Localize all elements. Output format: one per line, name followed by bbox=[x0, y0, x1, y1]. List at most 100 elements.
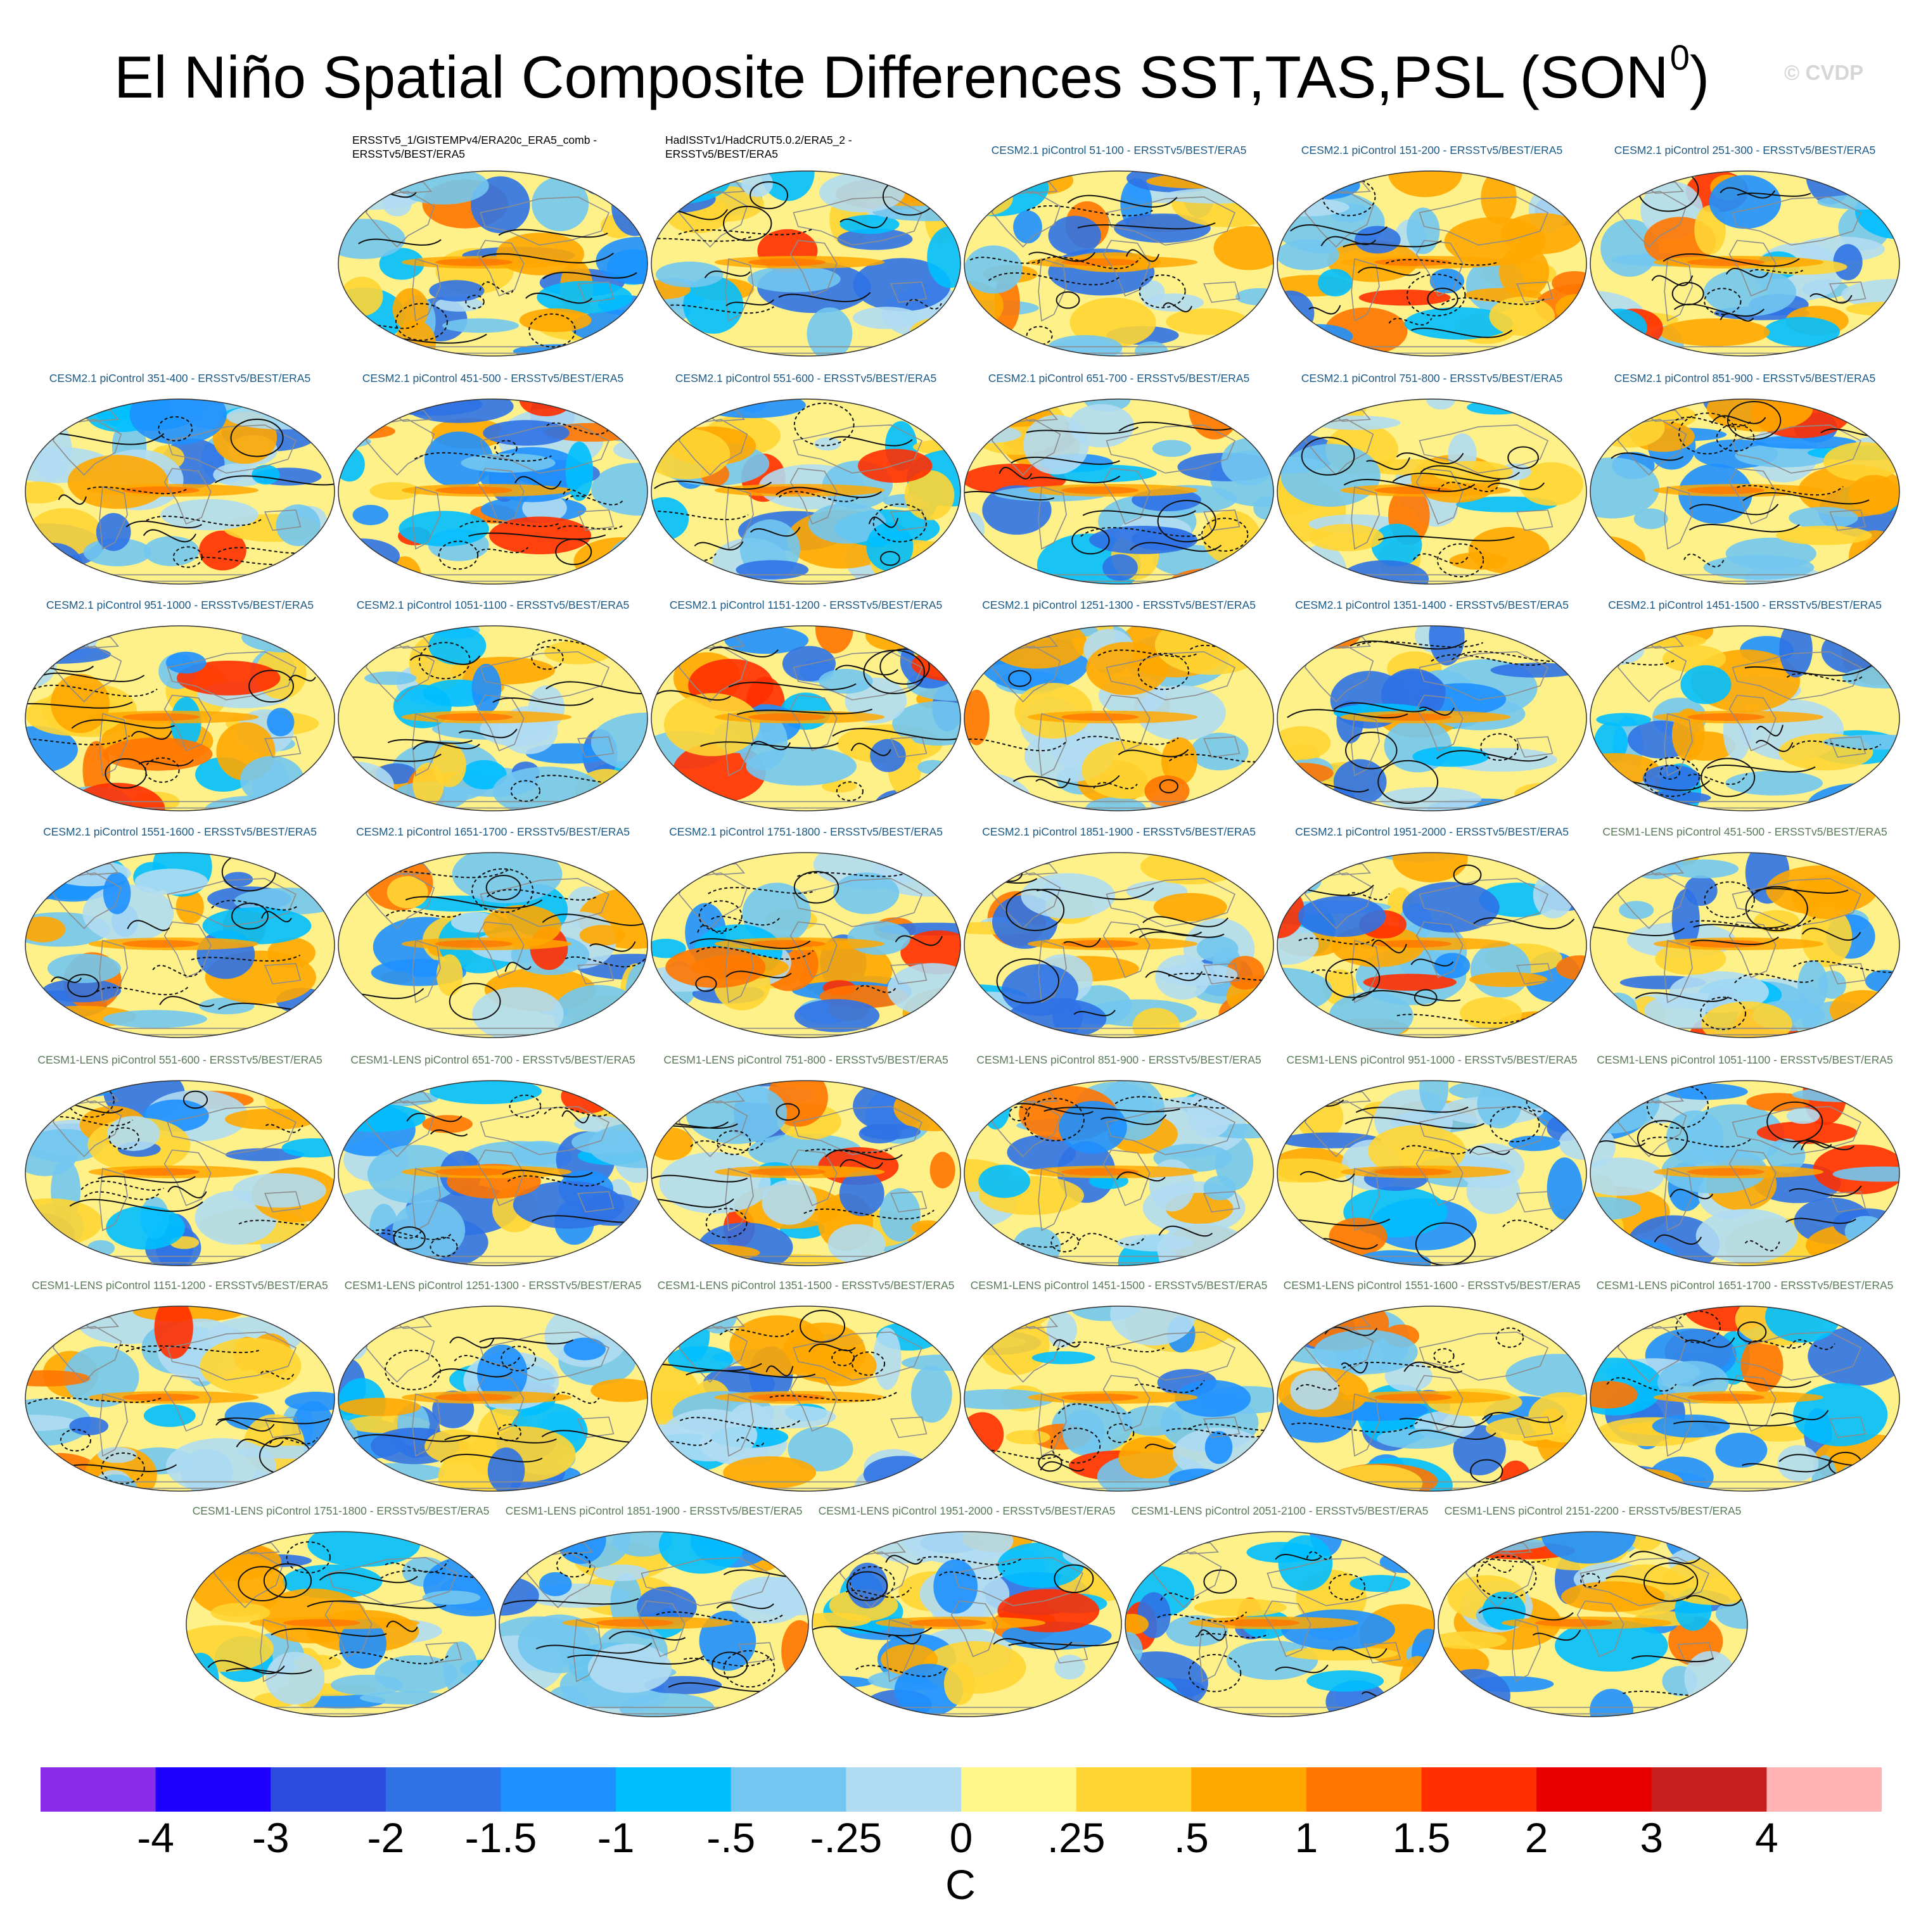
robinson-map bbox=[1277, 1080, 1587, 1266]
psl-contour bbox=[1332, 1646, 1388, 1658]
psl-contour bbox=[769, 1390, 900, 1402]
psl-contour bbox=[514, 476, 562, 490]
robinson-map bbox=[1590, 625, 1900, 811]
coastline bbox=[890, 963, 928, 985]
colorbar-swatch bbox=[155, 1767, 271, 1812]
psl-contour bbox=[905, 298, 942, 310]
anomaly-patch bbox=[1590, 308, 1647, 347]
anomaly-patch bbox=[1470, 942, 1531, 998]
anomaly-patch bbox=[392, 1200, 466, 1260]
anomaly-patch bbox=[746, 747, 857, 786]
coastline bbox=[1106, 878, 1236, 927]
coastline bbox=[890, 1191, 928, 1213]
anomaly-patch bbox=[651, 629, 687, 659]
coastline bbox=[1304, 191, 1374, 248]
anomaly-patch bbox=[106, 1205, 186, 1250]
psl-contour bbox=[1168, 972, 1273, 981]
anomaly-patch bbox=[1388, 171, 1462, 198]
psl-contour bbox=[1011, 457, 1120, 465]
map-border bbox=[338, 625, 648, 811]
anomaly-patch bbox=[685, 795, 712, 811]
robinson-map bbox=[1277, 1306, 1587, 1492]
psl-contour bbox=[544, 1107, 616, 1117]
anomaly-patch bbox=[1125, 1613, 1149, 1635]
coastline bbox=[725, 1167, 754, 1231]
psl-contour bbox=[1440, 1556, 1549, 1563]
anomaly-patch bbox=[1069, 297, 1156, 348]
anomaly-patch bbox=[927, 226, 960, 288]
psl-contour bbox=[1067, 194, 1178, 208]
map-panel: CESM2.1 piControl 1951-2000 - ERSSTv5/BE… bbox=[1275, 825, 1589, 1053]
psl-contour bbox=[1145, 970, 1203, 981]
coastline bbox=[480, 1106, 610, 1155]
psl-contour bbox=[711, 915, 782, 926]
anomaly-patch bbox=[1013, 210, 1042, 244]
psl-contour bbox=[1043, 1107, 1180, 1112]
anomaly-patch bbox=[1489, 296, 1555, 336]
psl-contour bbox=[1035, 778, 1071, 789]
psl-contour bbox=[1158, 1225, 1213, 1237]
anomaly-patch bbox=[661, 1409, 758, 1462]
coastline bbox=[793, 878, 923, 927]
anomaly-patch bbox=[511, 1141, 570, 1166]
coastline bbox=[480, 424, 610, 474]
coastline bbox=[1102, 1375, 1151, 1432]
psl-contour bbox=[458, 728, 518, 739]
anomaly-patch bbox=[1290, 1370, 1339, 1410]
map-panel: CESM2.1 piControl 751-800 - ERSSTv5/BEST… bbox=[1275, 371, 1589, 599]
psl-contour bbox=[678, 228, 813, 236]
anomaly-patch bbox=[1277, 1230, 1310, 1253]
anomaly-patch bbox=[424, 431, 494, 488]
anomaly-patch bbox=[1590, 196, 1618, 212]
psl-contour bbox=[1306, 1551, 1333, 1560]
anomaly-patch bbox=[537, 281, 632, 314]
map-border bbox=[964, 852, 1274, 1038]
coastline bbox=[1415, 694, 1464, 752]
anomaly-patch bbox=[858, 448, 933, 483]
coastline bbox=[1199, 1618, 1228, 1682]
coastline bbox=[365, 1326, 435, 1383]
psl-contour bbox=[1433, 1348, 1455, 1364]
coastline bbox=[213, 1551, 283, 1608]
psl-contour bbox=[765, 1365, 794, 1376]
psl-contour bbox=[1737, 192, 1811, 197]
coastline bbox=[1516, 1191, 1554, 1213]
anomaly-patch bbox=[978, 1164, 1031, 1198]
anomaly-patch bbox=[911, 1220, 944, 1235]
coastline bbox=[577, 509, 615, 531]
coastline bbox=[890, 736, 928, 758]
psl-contour bbox=[1311, 969, 1358, 974]
map-panel: CESM1-LENS piControl 1251-1300 - ERSSTv5… bbox=[336, 1278, 650, 1506]
psl-contour bbox=[1700, 996, 1747, 1031]
anomaly-patch bbox=[911, 1365, 952, 1423]
anomaly-patch bbox=[658, 1532, 744, 1574]
anomaly-patch bbox=[579, 925, 626, 946]
coastline bbox=[1106, 651, 1236, 701]
coastline bbox=[991, 419, 1061, 476]
anomaly-patch bbox=[1490, 663, 1581, 678]
psl-contour bbox=[38, 1116, 133, 1126]
anomaly-patch bbox=[1277, 924, 1319, 965]
equatorial-warm-core bbox=[1374, 486, 1452, 494]
coastline bbox=[1203, 736, 1241, 758]
map-panel: CESM1-LENS piControl 1451-1500 - ERSSTv5… bbox=[962, 1278, 1276, 1506]
robinson-map bbox=[338, 1306, 648, 1492]
psl-contour bbox=[385, 1560, 449, 1573]
map-panel: CESM1-LENS piControl 1851-1900 - ERSSTv5… bbox=[497, 1504, 811, 1732]
anomaly-patch bbox=[25, 549, 59, 584]
anomaly-patch bbox=[1006, 998, 1107, 1038]
psl-contour bbox=[736, 1437, 766, 1447]
anomaly-patch bbox=[1786, 1108, 1820, 1124]
anomaly-patch bbox=[200, 1337, 302, 1394]
anomaly-patch bbox=[891, 1478, 960, 1491]
coastline bbox=[480, 878, 610, 927]
panel-title: CESM2.1 piControl 51-100 - ERSSTv5/BEST/… bbox=[991, 144, 1247, 156]
coastline bbox=[163, 1375, 212, 1432]
panel-title: CESM2.1 piControl 1551-1600 - ERSSTv5/BE… bbox=[43, 825, 317, 838]
robinson-map bbox=[964, 1306, 1274, 1492]
psl-contour bbox=[808, 1344, 856, 1352]
anomaly-patch bbox=[1146, 174, 1249, 189]
psl-contour bbox=[1427, 288, 1458, 310]
anomaly-patch bbox=[67, 455, 169, 509]
anomaly-patch bbox=[827, 1224, 886, 1264]
